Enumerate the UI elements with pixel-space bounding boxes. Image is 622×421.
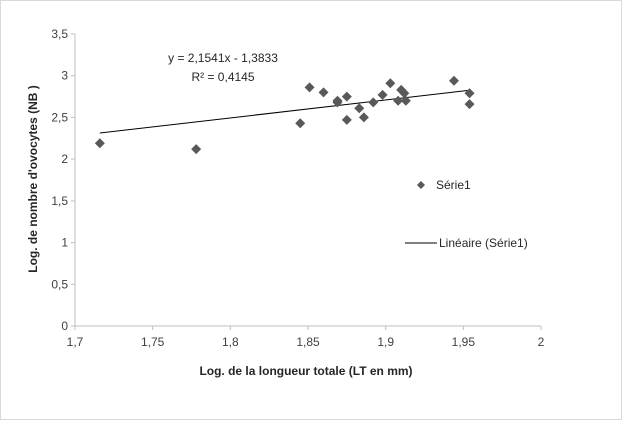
data-point	[464, 99, 475, 110]
data-point	[449, 75, 460, 86]
data-point	[399, 88, 410, 99]
data-point	[354, 103, 365, 114]
x-tick-label: 1,85	[296, 335, 320, 349]
trendline-equation: y = 2,1541x - 1,3833	[168, 51, 278, 65]
x-axis-title: Log. de la longueur totale (LT en mm)	[199, 364, 412, 378]
data-point	[464, 88, 475, 99]
y-axis-title: Log. de nombre d'ovocytes (NB )	[26, 85, 40, 273]
trendline	[99, 89, 470, 134]
y-tick-label: 0,5	[51, 277, 68, 291]
plot-area: 0 0,5 1 1,5 2 2,5 3 3,5 1,7 1,75 1,8 1,85 1,9 1,95 2	[51, 27, 544, 349]
data-point	[368, 97, 379, 108]
data-point	[304, 82, 315, 93]
legend-label-serie1: Série1	[436, 178, 471, 192]
x-tick-label: 1,7	[67, 335, 84, 349]
legend-marker-serie1	[417, 181, 425, 189]
data-point	[332, 97, 343, 108]
data-point	[191, 144, 202, 155]
legend: Série1 Linéaire (Série1)	[405, 178, 528, 250]
data-point	[400, 95, 411, 106]
y-tick-label: 0	[61, 319, 68, 333]
data-point	[385, 78, 396, 89]
data-point	[341, 91, 352, 102]
y-tick-label: 3	[61, 69, 68, 83]
x-tick-label: 1,9	[377, 335, 394, 349]
data-point	[295, 118, 306, 129]
y-tick-label: 1	[61, 236, 68, 250]
data-point	[377, 89, 388, 100]
data-point	[94, 138, 105, 149]
x-tick-label: 1,8	[222, 335, 239, 349]
x-tick-label: 1,95	[452, 335, 476, 349]
data-point	[318, 87, 329, 98]
x-tick-label: 2	[538, 335, 545, 349]
data-point	[341, 114, 352, 125]
r-squared-label: R² = 0,4145	[191, 70, 254, 84]
y-tick-label: 2,5	[51, 110, 68, 124]
y-tick-label: 3,5	[51, 27, 68, 41]
y-tick-label: 2	[61, 152, 68, 166]
x-tick-label: 1,75	[141, 335, 165, 349]
data-point	[393, 95, 404, 106]
data-point	[358, 112, 369, 123]
legend-label-trendline: Linéaire (Série1)	[439, 236, 528, 250]
y-tick-label: 1,5	[51, 194, 68, 208]
